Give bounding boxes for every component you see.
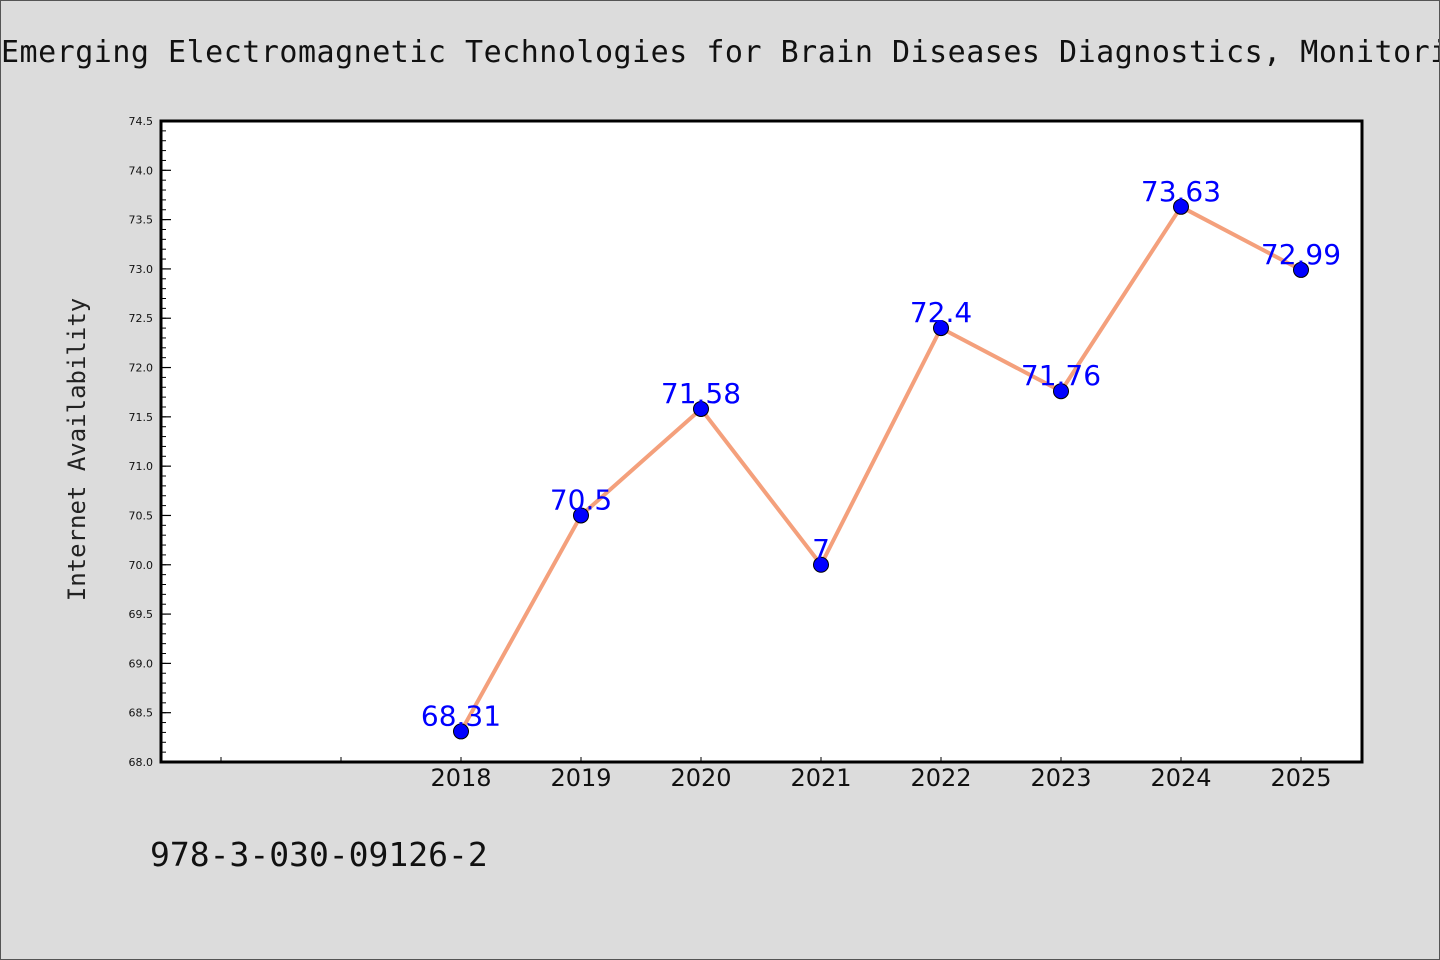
y-tick-label: 71.5 [129, 411, 154, 424]
y-tick-label: 73.0 [129, 263, 154, 276]
y-tick-label: 69.0 [129, 657, 154, 670]
y-tick-label: 74.5 [129, 115, 154, 128]
y-tick-label: 74.0 [129, 164, 154, 177]
data-point [453, 723, 469, 740]
data-point [693, 400, 709, 417]
isbn-text: 978-3-030-09126-2 [150, 835, 488, 874]
series-line [459, 204, 1302, 733]
y-tick-label: 70.0 [129, 559, 154, 572]
plot-frame [159, 119, 1364, 764]
x-tick-label: 2024 [1150, 764, 1211, 792]
data-label: 72.99 [1261, 238, 1341, 271]
y-tick-label: 68.5 [129, 707, 154, 720]
x-tick-label: 2018 [430, 764, 491, 792]
data-point [1293, 261, 1309, 278]
y-tick-label: 68.0 [129, 756, 154, 769]
data-label: 73.63 [1141, 175, 1221, 208]
data-point [573, 507, 589, 524]
y-tick-label: 72.5 [129, 312, 154, 325]
y-tick-label: 73.5 [129, 214, 154, 227]
x-tick-label: 2025 [1270, 764, 1331, 792]
y-tick-label: 70.5 [129, 509, 154, 522]
data-point [933, 320, 949, 337]
y-tick-label: 71.0 [129, 460, 154, 473]
data-label: 70.5 [550, 483, 612, 516]
y-tick-label: 72.0 [129, 362, 154, 375]
x-tick-label: 2020 [670, 764, 731, 792]
data-point [813, 556, 829, 573]
x-tick-label: 2019 [550, 764, 611, 792]
y-tick-label: 69.5 [129, 608, 154, 621]
x-tick-label: 2021 [790, 764, 851, 792]
data-point [1173, 198, 1189, 215]
x-tick-label: 2023 [1030, 764, 1091, 792]
data-label: 68.31 [421, 699, 501, 732]
data-label: 7 [812, 533, 830, 566]
chart-title: Emerging Electromagnetic Technologies fo… [1, 35, 1439, 70]
plot-area [161, 121, 1362, 762]
data-point [1053, 383, 1069, 400]
data-label: 72.4 [910, 296, 972, 329]
y-axis-label: Internet Availability [63, 298, 91, 601]
data-label: 71.58 [661, 377, 741, 410]
data-label: 71.76 [1021, 359, 1101, 392]
x-tick-label: 2022 [910, 764, 971, 792]
